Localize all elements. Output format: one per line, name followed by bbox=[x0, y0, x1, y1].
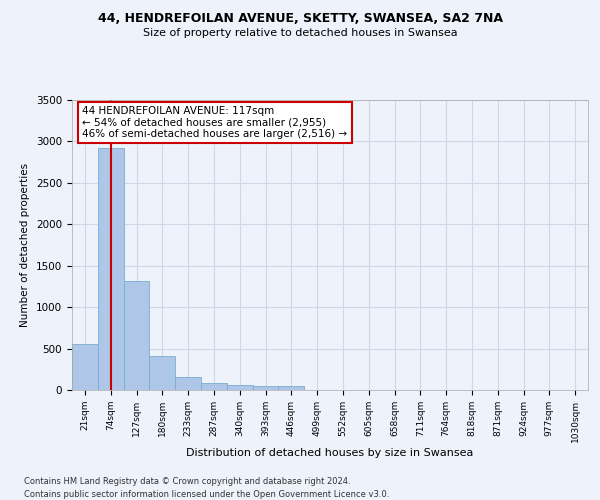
Bar bbox=[72, 344, 98, 390]
Text: Contains public sector information licensed under the Open Government Licence v3: Contains public sector information licen… bbox=[24, 490, 389, 499]
Bar bbox=[149, 356, 175, 390]
Bar bbox=[227, 385, 253, 390]
Text: 44 HENDREFOILAN AVENUE: 117sqm
← 54% of detached houses are smaller (2,955)
46% : 44 HENDREFOILAN AVENUE: 117sqm ← 54% of … bbox=[82, 106, 347, 139]
Text: Distribution of detached houses by size in Swansea: Distribution of detached houses by size … bbox=[187, 448, 473, 458]
Bar bbox=[98, 148, 124, 390]
Text: Size of property relative to detached houses in Swansea: Size of property relative to detached ho… bbox=[143, 28, 457, 38]
Text: Contains HM Land Registry data © Crown copyright and database right 2024.: Contains HM Land Registry data © Crown c… bbox=[24, 478, 350, 486]
Bar bbox=[175, 377, 201, 390]
Text: 44, HENDREFOILAN AVENUE, SKETTY, SWANSEA, SA2 7NA: 44, HENDREFOILAN AVENUE, SKETTY, SWANSEA… bbox=[97, 12, 503, 26]
Bar bbox=[201, 384, 227, 390]
Y-axis label: Number of detached properties: Number of detached properties bbox=[20, 163, 31, 327]
Bar bbox=[124, 282, 149, 390]
Bar bbox=[253, 386, 278, 390]
Bar bbox=[278, 386, 304, 390]
